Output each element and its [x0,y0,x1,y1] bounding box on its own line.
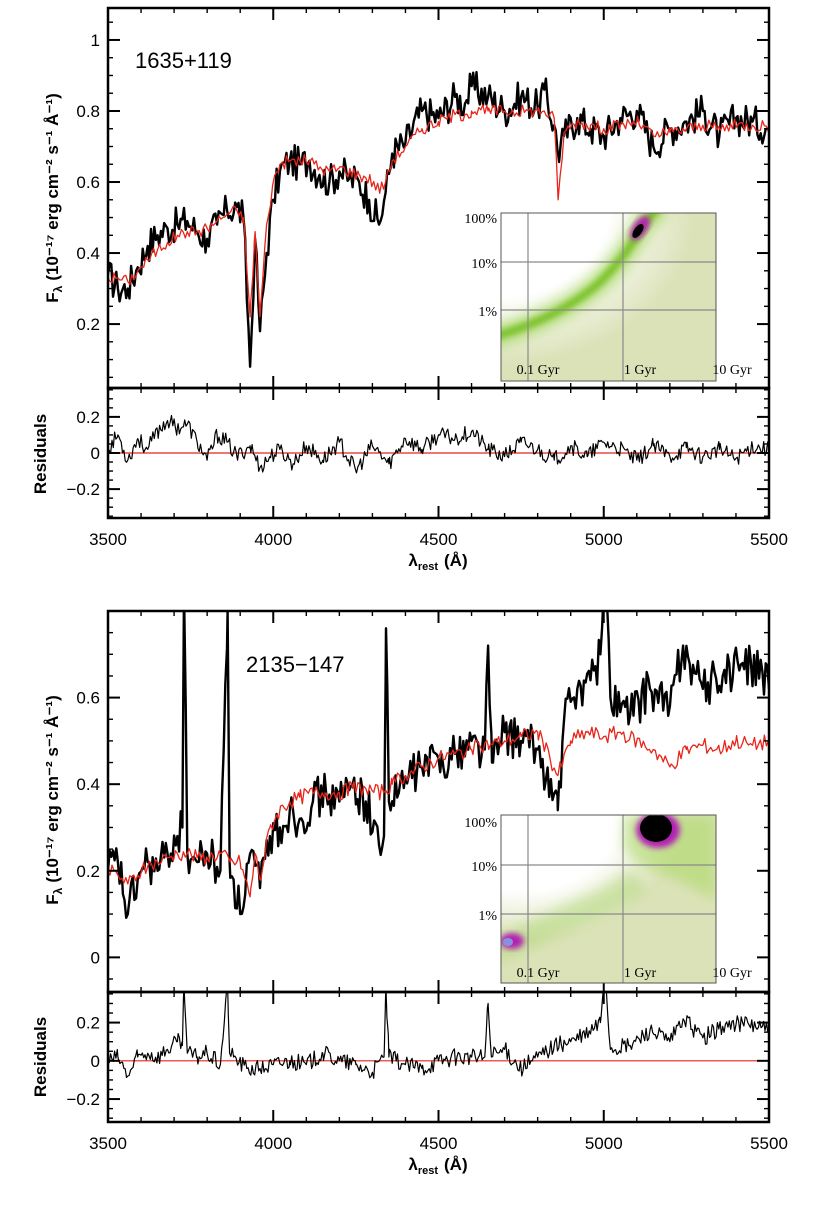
y-tick-label: 0.8 [76,102,100,121]
inset-y-label: 1% [478,909,497,924]
residual-y-title: Residuals [31,414,50,494]
observed-spectrum-line [108,70,769,368]
y-axis-title: Fλ(10⁻¹⁷ erg cm⁻² s⁻¹ Å⁻¹) [43,93,65,303]
y-tick-label: 0.6 [76,689,100,708]
residual-line [108,992,769,1079]
inset-x-label: 0.1 Gyr [517,363,560,378]
y-tick-label: 1 [91,31,100,50]
x-tick-label: 3500 [89,530,127,549]
age-mass-inset: 100% 10% 1% 0.1 Gyr 1 Gyr 10 Gyr [464,814,752,984]
residual-y-ticks: −0.2 0 0.2 [66,993,769,1119]
inset-low-age-core [503,938,513,946]
inset-frame [500,814,717,984]
residual-y-title: Residuals [31,1017,50,1097]
x-tick-label: 3500 [89,1134,127,1153]
model-spectrum-line [108,104,769,318]
y-axis-ticks: 0 0.2 0.4 0.6 [76,631,769,980]
inset-white-region [501,213,716,381]
residual-x-ticks: 3500 4000 4500 5000 5500 [89,388,788,549]
object-label: 2135−147 [246,652,345,677]
inset-peak-max [640,815,672,842]
y-tick-label: 0 [91,444,100,463]
inset-y-label: 100% [464,816,497,831]
y-tick-label: 0.2 [76,315,100,334]
inset-y-label: 10% [471,257,497,272]
residual-panel-1: −0.200.2 3500 4000 4500 5000 5500 Residuals … [31,386,788,573]
spectrum-panel-2: 0 0.2 0.4 0.6 2135−147 Fλ(10⁻¹⁷ erg cm⁻² s⁻… [43,609,771,994]
inset-grid [501,213,716,381]
x-tick-label: 5000 [585,530,623,549]
y-tick-label: −0.2 [66,480,100,499]
x-tick-label: 5500 [750,1134,788,1153]
y-tick-label: −0.2 [66,1090,100,1109]
x-axis-title: λrest (Å) [408,1155,467,1177]
y-tick-label: 0.4 [76,244,100,263]
inset-peak-max [632,224,644,238]
y-axis-title: Fλ(10⁻¹⁷ erg cm⁻² s⁻¹ Å⁻¹) [43,695,65,905]
x-tick-label: 4500 [420,1134,458,1153]
y-tick-label: 0 [91,948,100,967]
residual-x-ticks: 3500 4000 4500 5000 5500 [89,992,788,1153]
inset-y-label: 100% [464,212,497,227]
y-tick-label: 0.6 [76,173,100,192]
y-tick-label: 0.2 [76,862,100,881]
spectrum-panel-1: 0.2 0.4 0.6 0.8 1 1635+119 Fλ(10⁻¹⁷ erg cm⁻²… [43,6,771,390]
inset-x-label: 10 Gyr [712,966,752,981]
inset-y-label: 1% [478,305,497,320]
inset-x-label: 1 Gyr [624,966,657,981]
model-spectrum-line [108,725,769,898]
object-label: 1635+119 [135,48,232,73]
inset-grid [501,815,716,983]
inset-x-label: 10 Gyr [712,363,752,378]
y-tick-label: 0.2 [76,1014,100,1033]
y-axis-ticks: 0.2 0.4 0.6 0.8 1 [76,21,769,379]
y-tick-label: 0.2 [76,408,100,427]
age-mass-inset: 100% 10% 1% 0.1 Gyr 1 Gyr 10 Gyr [464,212,752,382]
inset-frame [500,212,717,382]
residual-line [108,414,769,474]
y-tick-label: 0 [91,1052,100,1071]
residual-frame [106,990,771,1124]
inset-y-label: 10% [471,860,497,875]
inset-x-label: 1 Gyr [624,363,657,378]
x-axis-title: λrest (Å) [408,551,467,573]
x-tick-label: 4000 [254,530,292,549]
y-tick-label: 0.4 [76,775,100,794]
x-tick-label: 4000 [254,1134,292,1153]
x-tick-label: 4500 [420,530,458,549]
x-tick-label: 5000 [585,1134,623,1153]
x-axis-ticks [107,611,770,992]
inset-x-label: 0.1 Gyr [517,966,560,981]
residual-panel-2: −0.200.2 3500 4000 4500 5000 5500 Residuals … [31,990,788,1177]
x-tick-label: 5500 [750,530,788,549]
